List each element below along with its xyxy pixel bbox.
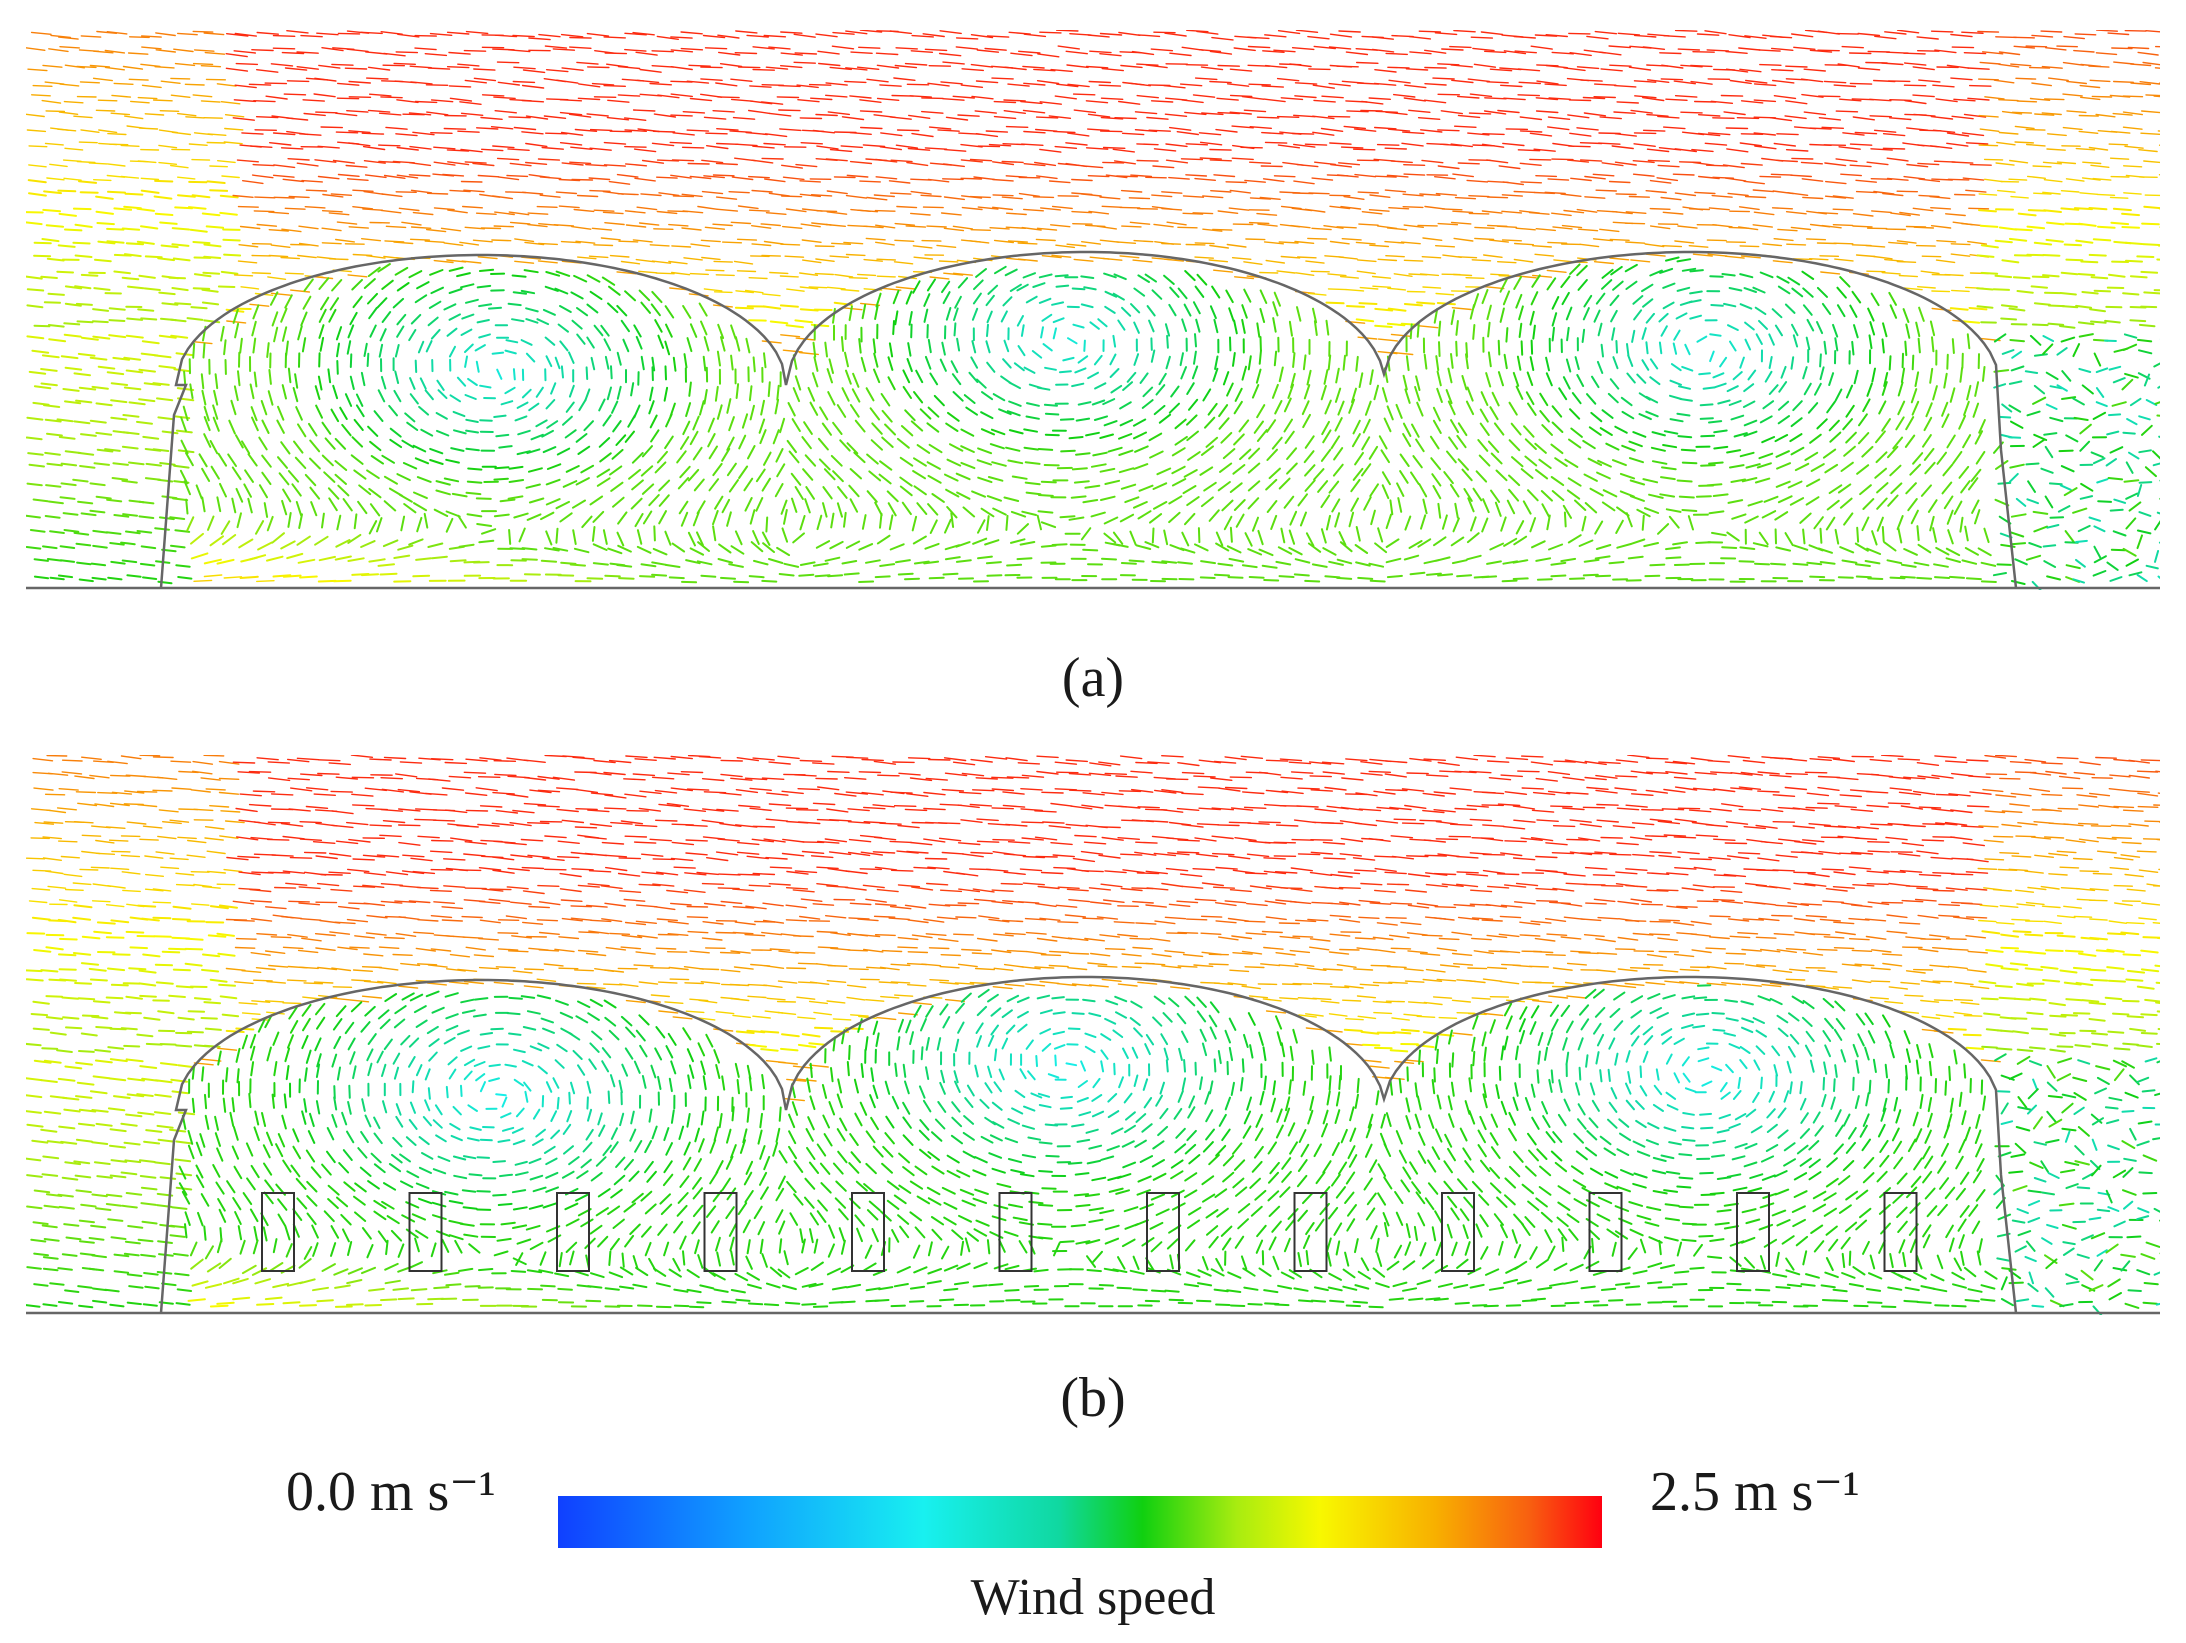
panel-label-b: (b)	[1060, 1367, 1126, 1429]
plant-rows	[261, 1192, 1918, 1272]
greenhouse-outline	[26, 975, 2160, 1315]
plant-row-obstacle	[851, 1192, 885, 1272]
plant-row-obstacle	[1883, 1192, 1918, 1272]
plant-row-obstacle	[408, 1192, 443, 1272]
plant-row-obstacle	[1588, 1192, 1623, 1272]
plant-row-obstacle	[1293, 1192, 1328, 1272]
plant-row-obstacle	[998, 1192, 1033, 1272]
colorbar-title: Wind speed	[970, 1569, 1216, 1626]
colorbar	[558, 1496, 1602, 1548]
colorbar-max-label: 2.5 m s⁻¹	[1650, 1461, 1860, 1523]
plant-row-obstacle	[703, 1192, 738, 1272]
wind-field-panel-b	[26, 755, 2160, 1315]
wind-vectors	[26, 755, 2160, 1315]
vector-field-a	[26, 30, 2160, 590]
panel-label-a: (a)	[1061, 647, 1125, 709]
plant-row-obstacle	[1146, 1192, 1180, 1272]
wind-vectors	[26, 30, 2160, 590]
plant-row-obstacle	[1736, 1192, 1770, 1272]
greenhouse-outline	[26, 250, 2160, 590]
plant-row-obstacle	[556, 1192, 590, 1272]
vector-field-b	[26, 755, 2160, 1315]
plant-row-obstacle	[261, 1192, 295, 1272]
colorbar-min-label: 0.0 m s⁻¹	[286, 1461, 496, 1523]
wind-field-panel-a	[26, 30, 2160, 590]
plant-row-obstacle	[1441, 1192, 1475, 1272]
